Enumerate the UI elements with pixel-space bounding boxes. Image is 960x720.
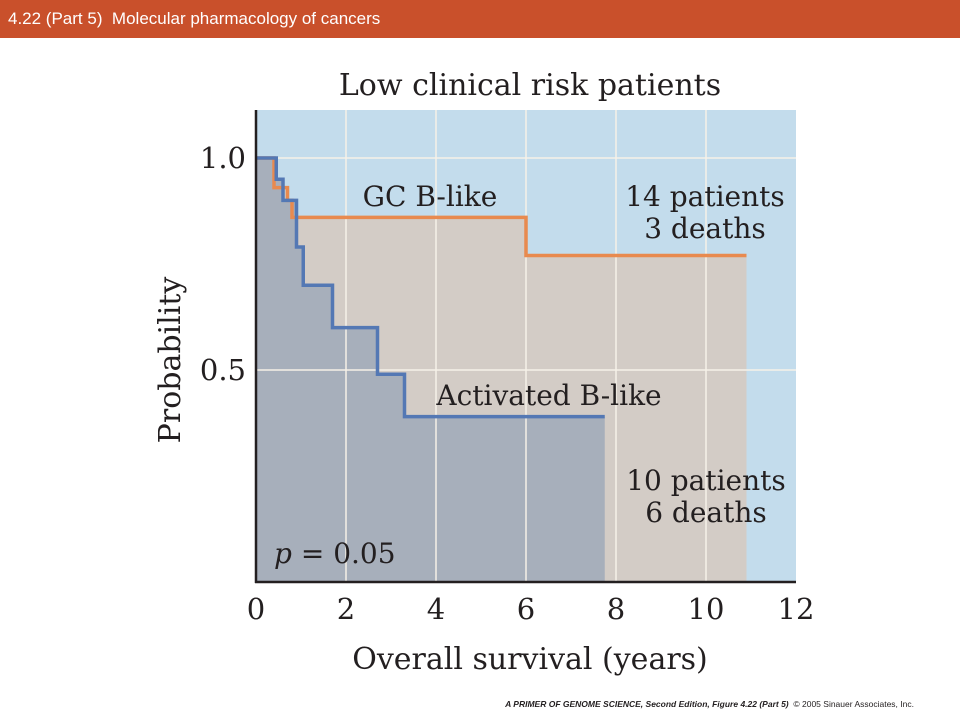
slide-title: 4.22 (Part 5) Molecular pharmacology of … [8, 9, 381, 28]
p-value-text: = 0.05 [292, 537, 396, 570]
y-axis-label: Probability [153, 277, 188, 444]
x-tick-label: 12 [778, 592, 815, 626]
y-tick-label: 0.5 [200, 353, 246, 387]
survival-lines [256, 156, 747, 419]
x-tick-label: 10 [688, 592, 725, 626]
figure-credit: A PRIMER OF GENOME SCIENCE, Second Editi… [505, 699, 914, 709]
p-value-symbol: p [274, 537, 292, 570]
axes [254, 110, 796, 584]
activated-series-label: Activated B-like [435, 379, 661, 412]
x-tick-label: 0 [247, 592, 265, 626]
credit-copyright: © 2005 Sinauer Associates, Inc. [793, 699, 914, 709]
y-tick-labels: 0.5 1.0 [200, 141, 246, 387]
series-fill-1 [256, 158, 605, 582]
activated-annotation-deaths: 6 deaths [645, 496, 767, 529]
y-tick-label: 1.0 [200, 141, 246, 175]
x-tick-label: 4 [427, 592, 445, 626]
activated-annotation-patients: 10 patients [626, 464, 786, 497]
grid-lines [256, 110, 796, 582]
x-tick-labels: 0 2 4 6 8 10 12 [247, 592, 815, 626]
chart-title: Low clinical risk patients [339, 68, 721, 103]
gc-annotation-patients: 14 patients [625, 180, 785, 213]
gc-series-label: GC B-like [363, 180, 498, 213]
credit-source: A PRIMER OF GENOME SCIENCE, Second Editi… [505, 699, 789, 709]
header-bar [0, 0, 960, 38]
x-tick-label: 6 [517, 592, 535, 626]
x-tick-label: 8 [607, 592, 625, 626]
series-line-1 [256, 156, 605, 419]
x-tick-label: 2 [337, 592, 355, 626]
p-value: p = 0.05 [274, 537, 396, 570]
gc-annotation-deaths: 3 deaths [644, 212, 766, 245]
x-axis-label: Overall survival (years) [352, 642, 708, 677]
